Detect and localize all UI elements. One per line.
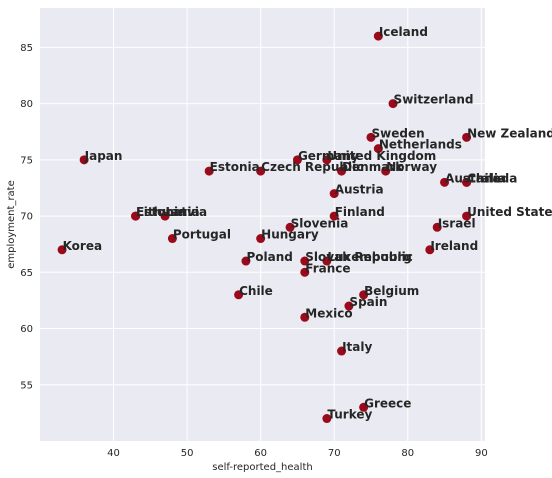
point-label: Luxembourg	[327, 250, 411, 264]
y-tick-label: 70	[20, 212, 33, 223]
point-label: United States	[467, 205, 552, 219]
data-point	[329, 189, 339, 199]
data-point	[241, 256, 251, 266]
point-labels: Iceland Switzerland Sweden New Zealand Nethe…	[63, 25, 552, 421]
data-points	[57, 31, 472, 424]
point-label: Switzerland	[394, 93, 474, 107]
point-label: Hungary	[261, 228, 319, 242]
x-axis-label: self-reported_health	[212, 462, 312, 473]
x-tick-label: 60	[254, 448, 267, 459]
data-point	[57, 245, 67, 255]
point-label: Spain	[349, 295, 387, 309]
x-tick-label: 80	[401, 448, 414, 459]
y-tick-label: 60	[20, 324, 33, 335]
point-label: Estonia	[210, 160, 260, 174]
y-axis-label: employment_rate	[6, 180, 17, 269]
x-tick-label: 40	[107, 448, 120, 459]
grid	[40, 8, 485, 441]
point-label: Italy	[342, 340, 372, 354]
point-label: Australia	[445, 171, 506, 185]
data-point	[167, 234, 177, 244]
point-label: Netherlands	[379, 138, 462, 152]
data-point	[462, 177, 472, 187]
point-label: Czech Republic	[261, 160, 363, 174]
data-point	[359, 290, 369, 300]
point-label: Turkey	[327, 408, 372, 422]
data-point	[322, 414, 332, 424]
data-point	[462, 132, 472, 142]
point-label: Slovenia	[291, 216, 349, 230]
data-point	[337, 166, 347, 176]
data-point	[256, 234, 266, 244]
y-tick-label: 85	[20, 43, 33, 54]
y-tick-label: 65	[20, 268, 33, 279]
point-label: Sweden	[371, 126, 424, 140]
point-label: Germany	[298, 149, 359, 163]
data-point	[322, 256, 332, 266]
tick-labels: 40 50 60 70 80 90 55 60 65 70 75 80 85	[20, 43, 487, 459]
data-point	[432, 222, 442, 232]
data-point	[440, 177, 450, 187]
data-point	[329, 211, 339, 221]
point-label: Estonia	[136, 205, 186, 219]
data-point	[300, 267, 310, 277]
y-tick-label: 55	[20, 380, 33, 391]
point-label: Slovak Republic	[305, 250, 413, 264]
data-point	[160, 211, 170, 221]
data-point	[337, 346, 347, 356]
point-label: Mexico	[305, 306, 352, 320]
data-point	[388, 99, 398, 109]
data-point	[300, 312, 310, 322]
point-label: Israel	[438, 216, 476, 230]
point-label: Ireland	[430, 239, 478, 253]
y-tick-label: 75	[20, 155, 33, 166]
point-label: Poland	[246, 250, 292, 264]
data-point	[234, 290, 244, 300]
data-point	[131, 211, 141, 221]
point-label: Belgium	[364, 284, 419, 298]
data-point	[79, 155, 89, 165]
data-point	[462, 211, 472, 221]
data-point	[425, 245, 435, 255]
point-label: Norway	[386, 160, 437, 174]
y-tick-label: 80	[20, 99, 33, 110]
data-point	[344, 301, 354, 311]
data-point	[366, 132, 376, 142]
plot-area	[40, 8, 485, 441]
data-point	[359, 402, 369, 412]
point-label: Portugal	[173, 228, 231, 242]
data-point	[373, 31, 383, 41]
point-label: Denmark	[342, 160, 404, 174]
point-label: Lithuania	[136, 205, 199, 219]
point-label: Latvia	[166, 205, 208, 219]
x-tick-label: 50	[181, 448, 194, 459]
point-label: Greece	[364, 396, 411, 410]
point-label: New Zealand	[467, 126, 552, 140]
data-point	[322, 155, 332, 165]
point-label: Austria	[335, 183, 384, 197]
point-label: United Kingdom	[327, 149, 436, 163]
data-point	[285, 222, 295, 232]
point-label: Korea	[63, 239, 103, 253]
point-label: Japan	[84, 149, 123, 163]
data-point	[292, 155, 302, 165]
point-label: France	[305, 261, 350, 275]
data-point	[256, 166, 266, 176]
point-label: Iceland	[379, 25, 428, 39]
x-tick-label: 70	[328, 448, 341, 459]
point-label: Chile	[467, 171, 501, 185]
point-label: Finland	[335, 205, 385, 219]
data-point	[300, 256, 310, 266]
point-label: Canada	[467, 171, 517, 185]
data-point	[381, 166, 391, 176]
data-point	[204, 166, 214, 176]
point-label: Chile	[239, 284, 273, 298]
data-point	[373, 144, 383, 154]
x-tick-label: 90	[475, 448, 488, 459]
